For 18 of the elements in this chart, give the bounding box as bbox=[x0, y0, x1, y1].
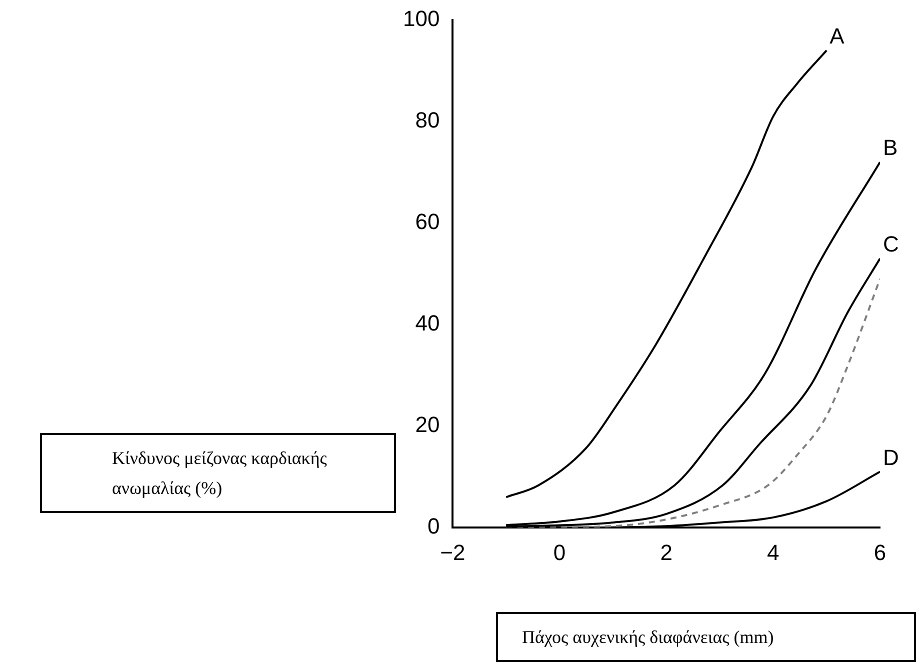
x-axis-title: Πάχος αυχενικής διαφάνειας (mm) bbox=[496, 612, 916, 662]
x-tick-label: 4 bbox=[767, 540, 780, 565]
series-label: B bbox=[883, 135, 898, 160]
y-tick-label: 40 bbox=[415, 310, 440, 336]
y-tick-label: 0 bbox=[427, 514, 440, 539]
line-series bbox=[505, 49, 828, 498]
x-tick-label: 6 bbox=[874, 540, 886, 565]
x-tick-label: 2 bbox=[660, 540, 672, 565]
series-label: C bbox=[883, 232, 899, 257]
y-tick-label: 80 bbox=[415, 108, 440, 133]
x-tick-label: −2 bbox=[440, 540, 466, 565]
y-tick-label: 60 bbox=[415, 209, 440, 234]
series-label: A bbox=[830, 24, 845, 49]
x-tick-label: 0 bbox=[553, 540, 566, 565]
y-tick-label: 100 bbox=[402, 6, 440, 32]
y-tick-label: 20 bbox=[415, 412, 440, 438]
series-label: D bbox=[883, 444, 899, 470]
y-axis-title: Κίνδυνος μείζονας καρδιακής ανωμαλίας (%) bbox=[40, 433, 396, 513]
